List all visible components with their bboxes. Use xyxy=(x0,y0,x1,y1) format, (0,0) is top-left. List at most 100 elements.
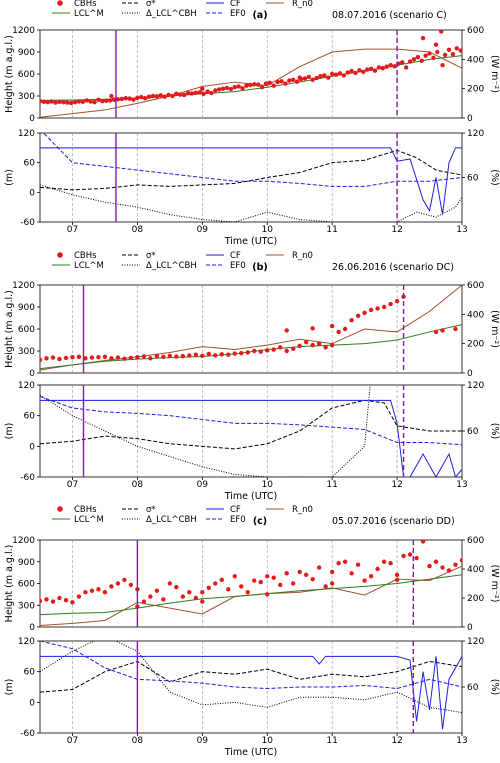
bottom-y2tick-label: 120 xyxy=(467,381,484,391)
cbh-point xyxy=(401,553,406,559)
cbh-point xyxy=(394,572,400,577)
cbh-point xyxy=(142,96,148,101)
cbh-point xyxy=(357,68,362,73)
cbh-point xyxy=(459,558,462,563)
date-label: 05.07.2016 (scenario DD) xyxy=(332,516,455,527)
cbh-point xyxy=(336,329,341,335)
cbh-point xyxy=(297,343,302,349)
cbh-point xyxy=(122,577,127,583)
xlabel: Time (UTC) xyxy=(224,491,278,502)
legend-label-delta: Δ_LCL^CBH xyxy=(146,515,197,525)
top-ytick-label: 0 xyxy=(29,623,35,633)
cbh-point xyxy=(216,87,222,92)
cbh-point xyxy=(252,578,257,583)
cbh-point xyxy=(50,599,56,604)
cbh-point xyxy=(323,584,328,589)
xtick-label: 08 xyxy=(132,480,144,490)
cbh-point xyxy=(141,599,147,604)
cbh-point xyxy=(115,581,121,586)
sigma-line xyxy=(40,399,462,450)
cbh-point xyxy=(329,569,335,575)
cbh-point xyxy=(187,590,192,595)
xtick-label: 13 xyxy=(456,480,467,490)
cbh-point xyxy=(420,35,426,41)
cbh-point xyxy=(162,94,167,99)
cbh-point xyxy=(252,82,257,87)
legend-label-cf: CF xyxy=(230,505,241,515)
cbh-point xyxy=(384,64,389,69)
bottom-ytick-label: 120 xyxy=(18,637,35,647)
cbh-point xyxy=(213,581,218,586)
ef-line xyxy=(40,396,462,446)
cbh-point xyxy=(146,94,152,99)
cbh-point xyxy=(206,585,211,591)
cbh-point xyxy=(197,90,202,95)
cbh-point xyxy=(63,355,69,361)
cbh-point xyxy=(102,590,108,595)
cbh-point xyxy=(431,55,436,61)
cbh-point xyxy=(96,355,101,360)
cbh-point xyxy=(263,81,269,86)
cbh-point xyxy=(201,91,206,97)
cbh-point xyxy=(394,577,400,583)
cbh-point xyxy=(200,353,205,358)
cbh-point xyxy=(40,357,43,362)
cbh-point xyxy=(400,60,405,65)
cbh-point xyxy=(174,584,179,590)
cbh-point xyxy=(318,74,323,79)
cbh-point xyxy=(279,79,284,84)
cbh-point xyxy=(453,326,458,332)
cbh-point xyxy=(376,65,382,70)
cbh-point xyxy=(252,348,257,354)
xtick-label: 12 xyxy=(391,480,402,490)
cbh-point xyxy=(362,578,367,583)
cbh-point xyxy=(349,318,354,323)
bottom-y2label: (%) xyxy=(489,423,500,439)
cbh-point xyxy=(57,356,62,362)
bottom-frame xyxy=(39,640,463,734)
cbh-point xyxy=(316,341,322,346)
cbh-point xyxy=(433,559,439,564)
cbh-point xyxy=(284,328,289,333)
top-y2label: (W m⁻²) xyxy=(489,565,500,603)
top-ytick-label: 300 xyxy=(18,601,35,611)
cbh-point xyxy=(205,89,210,94)
top-ytick-label: 600 xyxy=(18,325,35,335)
cbh-point xyxy=(375,306,380,311)
lcl-line xyxy=(40,324,462,370)
cbh-point xyxy=(349,571,354,576)
cbh-point xyxy=(355,562,361,567)
legend-label-cbh: CBHs xyxy=(74,251,97,261)
cbh-point xyxy=(265,348,270,353)
top-ytick-label: 600 xyxy=(18,580,35,590)
cbh-point xyxy=(446,568,452,573)
cbh-point xyxy=(433,42,439,47)
cbh-point xyxy=(220,86,226,91)
legend-label-cf: CF xyxy=(230,0,241,9)
cbh-point xyxy=(255,82,261,87)
cbh-point xyxy=(284,571,289,576)
cbh-point xyxy=(41,99,47,105)
xtick-label: 09 xyxy=(197,225,209,235)
cbh-point xyxy=(342,326,348,332)
panel-label: (a) xyxy=(252,10,267,21)
xtick-label: 13 xyxy=(456,736,467,746)
cbh-point xyxy=(303,340,309,345)
cbh-point xyxy=(209,90,214,96)
cf-line xyxy=(40,399,462,477)
top-ylabel: Height (m a.g.l.) xyxy=(4,290,15,368)
top-ytick-label: 1200 xyxy=(12,26,35,36)
top-y2tick-label: 200 xyxy=(467,340,484,350)
xtick-label: 07 xyxy=(67,225,78,235)
cbh-point xyxy=(61,100,66,105)
cbh-point xyxy=(333,72,339,77)
ef-line xyxy=(42,133,462,187)
cbh-point xyxy=(454,46,460,51)
cbh-point xyxy=(109,584,114,589)
cbh-point xyxy=(420,540,426,544)
cbh-point xyxy=(329,71,335,77)
top-y2tick-label: 0 xyxy=(467,369,473,379)
cbh-point xyxy=(232,85,237,90)
cbh-point xyxy=(302,76,308,81)
bottom-ytick-label: 0 xyxy=(29,442,35,452)
